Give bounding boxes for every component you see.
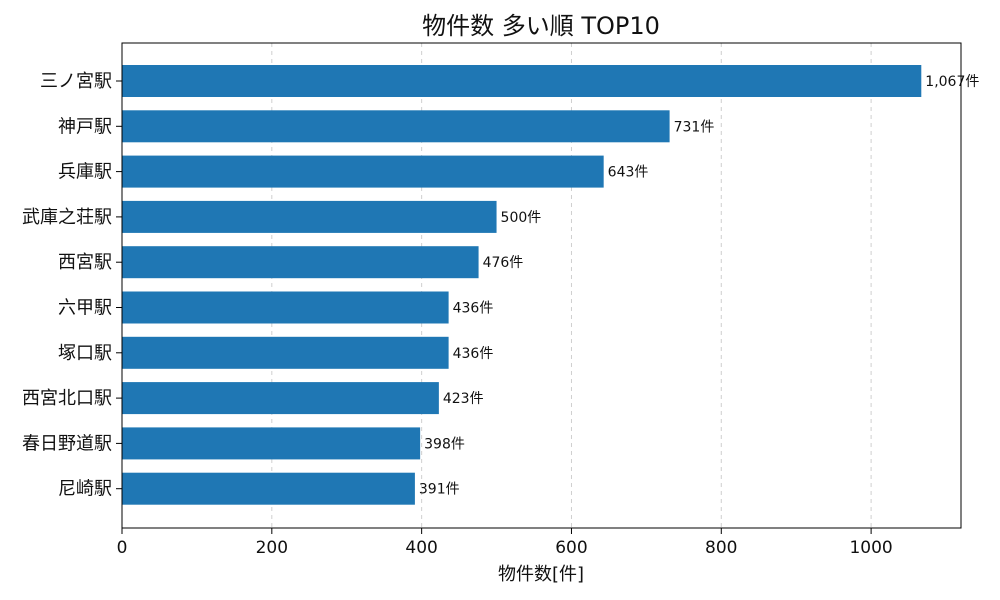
x-axis-ticks: 0 200 400 600 800 1000 [117, 528, 893, 558]
bar [122, 382, 439, 415]
y-tick-label: 尼崎駅 [58, 479, 112, 500]
y-tick-label: 神戸駅 [58, 116, 112, 137]
data-label: 398件 [424, 436, 465, 452]
y-tick-label: 六甲駅 [58, 298, 112, 319]
bars [122, 65, 922, 505]
bar [122, 110, 670, 143]
data-label: 476件 [483, 255, 524, 271]
data-label: 731件 [674, 119, 715, 135]
data-label: 643件 [608, 165, 649, 181]
data-label: 436件 [453, 346, 494, 362]
y-tick-label: 西宮駅 [58, 252, 112, 273]
data-label: 423件 [443, 391, 484, 407]
x-tick-label: 0 [117, 538, 128, 558]
y-tick-label: 武庫之荘駅 [22, 207, 112, 228]
chart-title: 物件数 多い順 TOP10 [422, 12, 660, 40]
bar [122, 427, 421, 460]
bar [122, 336, 449, 369]
y-tick-label: 兵庫駅 [58, 162, 112, 183]
bar [122, 65, 922, 97]
x-tick-label: 400 [405, 538, 437, 558]
y-tick-label: 三ノ宮駅 [40, 71, 112, 92]
x-tick-label: 600 [555, 538, 587, 558]
x-tick-label: 1000 [849, 538, 892, 558]
y-tick-label: 春日野道駅 [22, 433, 112, 454]
bar [122, 291, 449, 324]
bar [122, 472, 415, 505]
bar [122, 200, 497, 233]
x-tick-label: 800 [705, 538, 737, 558]
bar [122, 246, 479, 279]
y-tick-label: 塚口駅 [58, 343, 112, 364]
bar [122, 155, 604, 188]
data-labels: 1,067件 731件 643件 500件 476件 436件 436件 423件 398件 39… [419, 74, 979, 498]
data-label: 436件 [453, 301, 494, 317]
x-tick-label: 200 [256, 538, 288, 558]
data-label: 1,067件 [925, 74, 979, 90]
x-axis-label: 物件数[件] [498, 564, 584, 585]
data-label: 391件 [419, 482, 460, 498]
plot-frame [121, 42, 962, 529]
data-label: 500件 [501, 210, 542, 226]
y-tick-label: 西宮北口駅 [22, 388, 112, 409]
